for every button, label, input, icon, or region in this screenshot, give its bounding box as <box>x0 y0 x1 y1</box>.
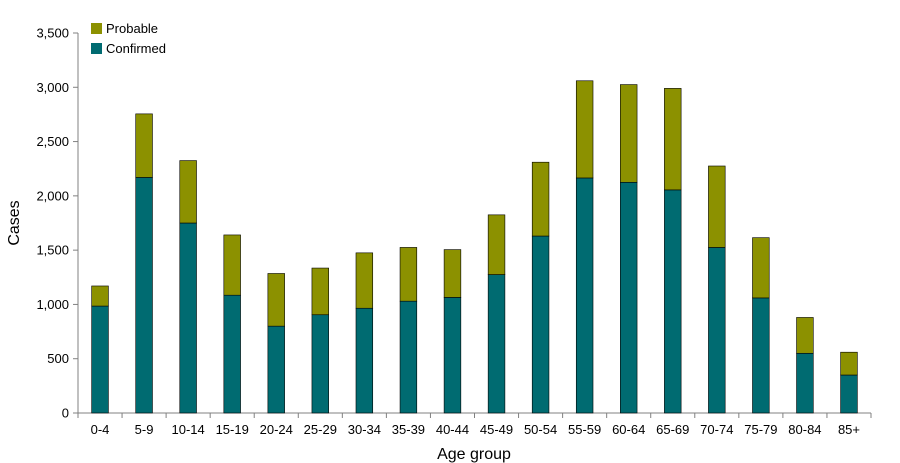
x-tick-label: 5-9 <box>135 422 154 437</box>
x-tick-label: 80-84 <box>788 422 821 437</box>
bars <box>91 80 858 414</box>
x-tick-label: 70-74 <box>700 422 733 437</box>
x-tick-label: 10-14 <box>172 422 205 437</box>
y-axis-title: Cases <box>6 200 23 245</box>
bar-probable-70-74 <box>708 165 726 248</box>
bar-confirmed-50-54 <box>531 235 550 414</box>
y-ticks: 0 500 1,000 1,500 2,000 2,500 3,000 3,500 <box>36 26 78 421</box>
bar-probable-15-19 <box>223 234 241 296</box>
bar-probable-35-39 <box>399 247 418 302</box>
bar-probable-65-69 <box>664 88 682 191</box>
legend-swatch-probable <box>91 23 102 34</box>
bar-probable-80-84 <box>796 317 814 354</box>
x-tick-label: 50-54 <box>524 422 557 437</box>
x-ticks: 0-4 5-9 10-14 15-19 20-24 25-29 30-34 35-39 40-4… <box>77 413 872 437</box>
bar-probable-60-64 <box>620 84 638 183</box>
x-tick-label: 65-69 <box>656 422 689 437</box>
bar-probable-10-14 <box>179 160 197 224</box>
y-tick-label: 0 <box>62 406 69 421</box>
y-tick-label: 2,000 <box>36 188 69 203</box>
y-tick-label: 1,000 <box>36 297 69 312</box>
bar-probable-45-49 <box>487 214 506 275</box>
bar-confirmed-0-4 <box>91 305 109 414</box>
x-tick-label: 85+ <box>838 422 860 437</box>
bar-probable-85+ <box>840 351 858 376</box>
bar-probable-0-4 <box>91 285 109 307</box>
bar-confirmed-60-64 <box>620 181 638 414</box>
bar-confirmed-55-59 <box>575 177 594 414</box>
bar-probable-75-79 <box>752 237 770 299</box>
x-tick-label: 75-79 <box>744 422 777 437</box>
bar-probable-50-54 <box>531 161 550 237</box>
y-tick-label: 3,500 <box>36 26 69 41</box>
bar-confirmed-15-19 <box>223 294 241 414</box>
bar-probable-30-34 <box>355 252 374 309</box>
x-tick-label: 35-39 <box>392 422 425 437</box>
bar-probable-20-24 <box>267 273 285 327</box>
bar-confirmed-35-39 <box>399 300 418 414</box>
bar-confirmed-85+ <box>840 374 858 414</box>
bar-confirmed-75-79 <box>752 297 770 414</box>
bar-probable-40-44 <box>443 249 462 298</box>
x-axis-title: Age group <box>437 446 511 463</box>
x-tick-label: 15-19 <box>216 422 249 437</box>
y-tick-label: 500 <box>47 351 69 366</box>
y-tick-label: 3,000 <box>36 80 69 95</box>
x-tick-label: 45-49 <box>480 422 513 437</box>
bar-confirmed-5-9 <box>135 177 153 414</box>
x-tick-label: 0-4 <box>91 422 110 437</box>
axes <box>77 33 871 414</box>
bar-confirmed-70-74 <box>708 247 726 414</box>
bar-confirmed-25-29 <box>311 314 329 414</box>
y-tick-label: 1,500 <box>36 243 69 258</box>
bar-probable-5-9 <box>135 113 153 178</box>
x-tick-label: 20-24 <box>260 422 293 437</box>
bar-confirmed-40-44 <box>443 297 462 414</box>
bar-confirmed-10-14 <box>179 222 197 414</box>
legend-label-probable: Probable <box>106 21 158 36</box>
x-tick-label: 40-44 <box>436 422 469 437</box>
bar-confirmed-45-49 <box>487 274 506 414</box>
legend: Probable Confirmed <box>91 21 166 56</box>
legend-swatch-confirmed <box>91 43 102 54</box>
y-tick-label: 2,500 <box>36 134 69 149</box>
bar-confirmed-65-69 <box>664 189 682 414</box>
bar-confirmed-30-34 <box>355 307 374 414</box>
x-tick-label: 55-59 <box>568 422 601 437</box>
x-tick-label: 60-64 <box>612 422 645 437</box>
bar-confirmed-20-24 <box>267 325 285 414</box>
bar-confirmed-80-84 <box>796 352 814 414</box>
x-tick-label: 25-29 <box>304 422 337 437</box>
bar-probable-55-59 <box>575 80 594 179</box>
legend-label-confirmed: Confirmed <box>106 41 166 56</box>
bar-probable-25-29 <box>311 267 329 316</box>
x-tick-label: 30-34 <box>348 422 381 437</box>
